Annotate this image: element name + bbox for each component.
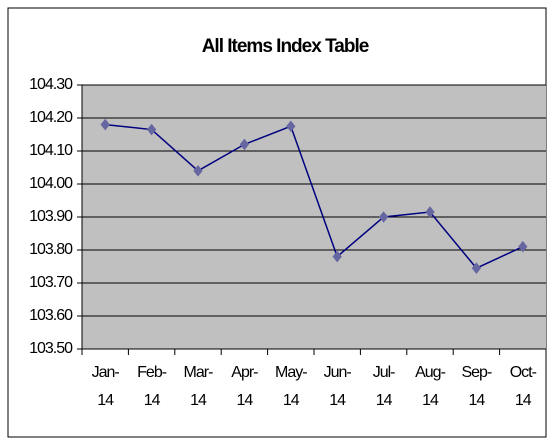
x-tick-label: Sep-14 (461, 364, 492, 409)
y-tick-label: 104.30 (29, 76, 73, 93)
x-tick-label: Aug-14 (415, 364, 446, 409)
line-series (105, 123, 524, 270)
marker (471, 262, 482, 274)
y-tick-label: 103.60 (29, 307, 73, 324)
x-tick-label: Jun-14 (323, 364, 352, 409)
marker (332, 250, 342, 263)
marker (100, 118, 110, 131)
marker (193, 164, 203, 177)
y-tick-label: 104.10 (29, 142, 73, 159)
x-tick-label: Apr-14 (231, 364, 258, 409)
y-tick-label: 104.20 (29, 109, 73, 126)
y-tick-label: 103.80 (29, 241, 73, 258)
y-tick-label: 103.70 (29, 274, 73, 291)
y-tick-label: 103.50 (29, 340, 73, 357)
marker (378, 211, 389, 223)
x-tick-label: Feb-14 (137, 364, 167, 409)
x-tick-label: Jan-14 (91, 364, 120, 409)
y-tick-label: 104.00 (29, 175, 73, 192)
marker (286, 120, 296, 133)
y-tick-label: 103.90 (29, 208, 73, 225)
marker (425, 206, 435, 218)
chart-title: All Items Index Table (202, 36, 369, 57)
x-tick-label: Jul-14 (372, 364, 396, 409)
marker (146, 123, 157, 136)
x-tick-label: Oct-14 (509, 364, 537, 409)
marker (239, 138, 250, 151)
x-tick-label: May-14 (275, 364, 308, 409)
x-tick-label: Mar-14 (183, 364, 214, 409)
marker (518, 240, 528, 253)
